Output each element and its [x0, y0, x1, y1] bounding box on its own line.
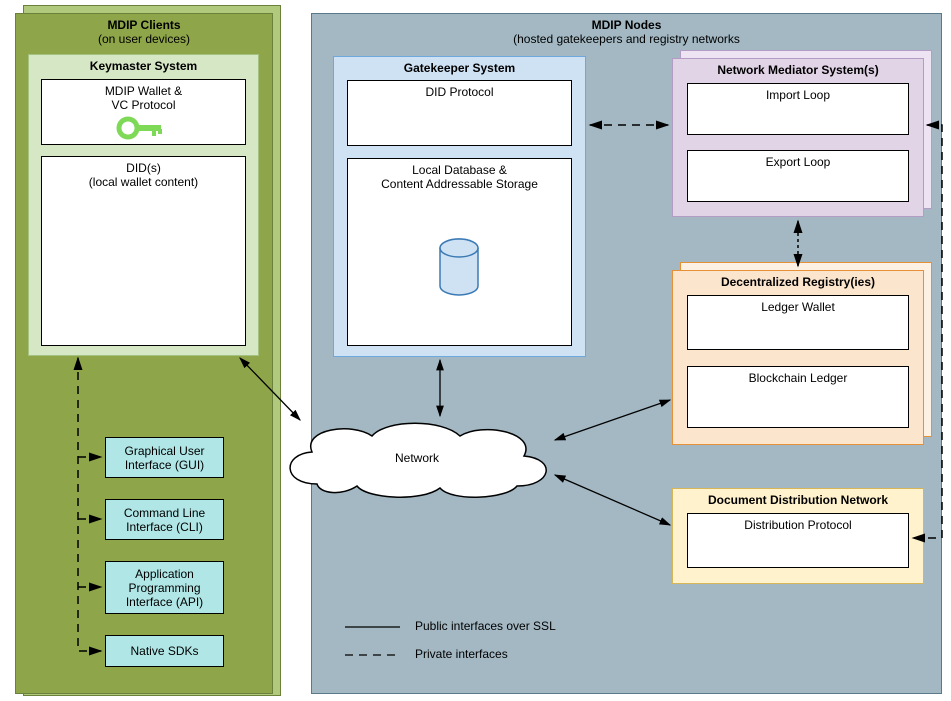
- export-loop-box: Export Loop: [687, 150, 909, 202]
- gui-line2: Interface (GUI): [106, 458, 223, 472]
- gui-item: Graphical User Interface (GUI): [105, 437, 224, 478]
- ledger-wallet-label: Ledger Wallet: [761, 300, 835, 314]
- api-line3: Interface (API): [106, 595, 223, 609]
- wallet-line1: MDIP Wallet &: [105, 84, 182, 98]
- legend-public-label: Public interfaces over SSL: [415, 619, 556, 633]
- did-protocol-box: DID Protocol: [347, 80, 572, 146]
- cylinder-icon: [438, 238, 480, 298]
- diagram-canvas: MDIP Clients (on user devices) Keymaster…: [0, 0, 951, 701]
- nodes-title: MDIP Nodes: [592, 18, 662, 32]
- export-loop-label: Export Loop: [766, 155, 831, 169]
- api-line1: Application: [106, 567, 223, 581]
- did-protocol-label: DID Protocol: [425, 85, 493, 99]
- legend-private-label: Private interfaces: [415, 647, 508, 661]
- wallet-line2: VC Protocol: [111, 98, 175, 112]
- api-line2: Programming: [106, 581, 223, 595]
- cli-line2: Interface (CLI): [106, 520, 223, 534]
- api-item: Application Programming Interface (API): [105, 561, 224, 614]
- docdist-title: Document Distribution Network: [708, 493, 888, 507]
- gatekeeper-title: Gatekeeper System: [404, 61, 515, 75]
- dids-box: DID(s) (local wallet content): [41, 156, 246, 346]
- key-icon: [116, 115, 166, 141]
- db-line1: Local Database &: [412, 163, 507, 177]
- registry-title: Decentralized Registry(ies): [721, 275, 875, 289]
- cli-line1: Command Line: [106, 506, 223, 520]
- mediation-title: Network Mediator System(s): [717, 63, 878, 77]
- clients-title: MDIP Clients: [107, 18, 180, 32]
- keymaster-title: Keymaster System: [90, 59, 197, 73]
- blockchain-ledger-label: Blockchain Ledger: [749, 371, 848, 385]
- db-line2: Content Addressable Storage: [381, 177, 538, 191]
- sdk-label: Native SDKs: [130, 644, 198, 658]
- import-loop-label: Import Loop: [766, 88, 830, 102]
- clients-sub: (on user devices): [98, 32, 190, 46]
- sdk-item: Native SDKs: [105, 635, 224, 667]
- dist-protocol-box: Distribution Protocol: [687, 513, 909, 568]
- nodes-sub: (hosted gatekeepers and registry network…: [513, 32, 740, 46]
- network-label: Network: [382, 451, 452, 465]
- dids-line1: DID(s): [126, 161, 161, 175]
- dids-line2: (local wallet content): [89, 175, 198, 189]
- dist-protocol-label: Distribution Protocol: [744, 518, 851, 532]
- cli-item: Command Line Interface (CLI): [105, 499, 224, 540]
- blockchain-ledger-box: Blockchain Ledger: [687, 366, 909, 428]
- ledger-wallet-box: Ledger Wallet: [687, 295, 909, 350]
- import-loop-box: Import Loop: [687, 83, 909, 135]
- gui-line1: Graphical User: [106, 444, 223, 458]
